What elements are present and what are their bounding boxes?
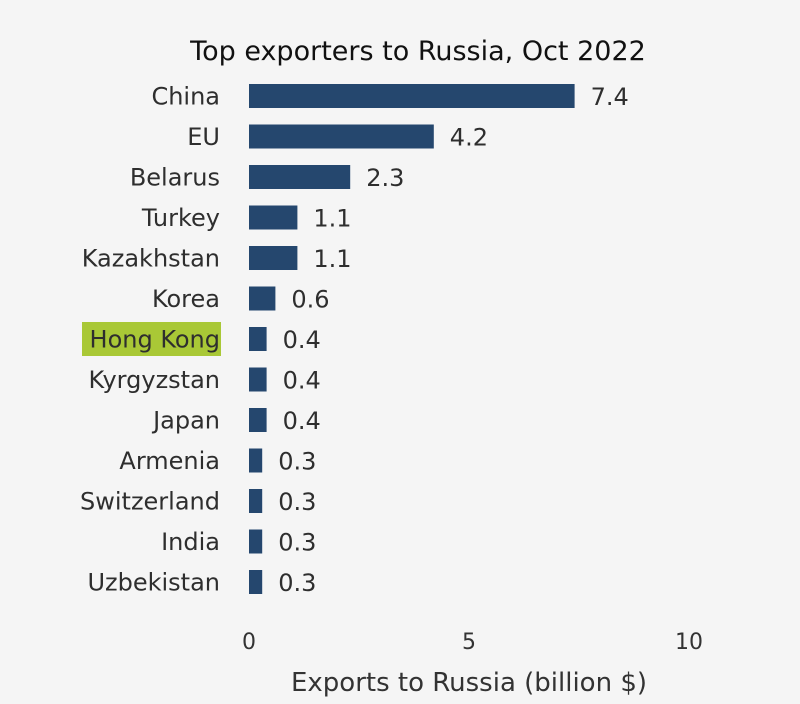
value-label-japan: 0.4 <box>283 407 321 435</box>
bar-hong-kong <box>249 327 267 351</box>
value-label-eu: 4.2 <box>450 124 488 152</box>
category-label-china: China <box>151 83 220 111</box>
category-label-korea: Korea <box>152 285 220 313</box>
bar-turkey <box>249 205 298 230</box>
category-label-belarus: Belarus <box>130 164 220 192</box>
x-tick-label-0: 0 <box>242 630 256 655</box>
value-label-belarus: 2.3 <box>366 164 404 192</box>
chart-title: Top exporters to Russia, Oct 2022 <box>189 36 646 67</box>
bar-japan <box>249 408 267 432</box>
category-label-uzbekistan: Uzbekistan <box>87 569 220 597</box>
category-label-japan: Japan <box>151 407 220 435</box>
value-label-hong-kong: 0.4 <box>283 326 321 354</box>
value-label-uzbekistan: 0.3 <box>278 569 316 597</box>
bar-uzbekistan <box>249 570 263 594</box>
bars-group <box>249 84 575 594</box>
bar-india <box>249 529 263 554</box>
category-labels: China EU Belarus Turkey Kazakhstan Korea Hong … <box>80 83 220 597</box>
value-label-turkey: 1.1 <box>313 205 351 233</box>
x-tick-label-5: 5 <box>462 630 476 655</box>
highlight-layer <box>82 322 221 356</box>
value-label-kyrgyzstan: 0.4 <box>283 367 321 395</box>
bar-kazakhstan <box>249 246 298 270</box>
value-label-china: 7.4 <box>591 83 629 111</box>
value-label-india: 0.3 <box>278 529 316 557</box>
bar-eu <box>249 124 434 149</box>
category-label-eu: EU <box>187 123 220 151</box>
category-label-kyrgyzstan: Kyrgyzstan <box>88 366 220 394</box>
category-label-hong-kong: Hong Kong <box>90 326 220 354</box>
category-label-turkey: Turkey <box>141 204 220 232</box>
value-label-kazakhstan: 1.1 <box>313 245 351 273</box>
highlight-hong-kong <box>82 322 221 356</box>
bar-switzerland <box>249 489 263 513</box>
category-label-armenia: Armenia <box>119 447 220 475</box>
x-axis-ticks: 0 5 10 <box>242 630 703 655</box>
value-labels: 7.4 4.2 2.3 1.1 1.1 0.6 0.4 0.4 0.4 0.3 0.3 0.3 0.3 <box>278 83 629 597</box>
x-axis-title: Exports to Russia (billion $) <box>291 668 647 698</box>
bar-kyrgyzstan <box>249 367 267 392</box>
bar-armenia <box>249 448 263 473</box>
bar-china <box>249 84 575 108</box>
bar-korea <box>249 286 276 311</box>
value-label-korea: 0.6 <box>291 286 329 314</box>
category-label-kazakhstan: Kazakhstan <box>82 245 220 273</box>
value-label-switzerland: 0.3 <box>278 488 316 516</box>
x-tick-label-10: 10 <box>675 630 703 655</box>
value-label-armenia: 0.3 <box>278 448 316 476</box>
category-label-india: India <box>161 528 220 556</box>
bar-belarus <box>249 165 351 189</box>
category-label-switzerland: Switzerland <box>80 488 220 516</box>
